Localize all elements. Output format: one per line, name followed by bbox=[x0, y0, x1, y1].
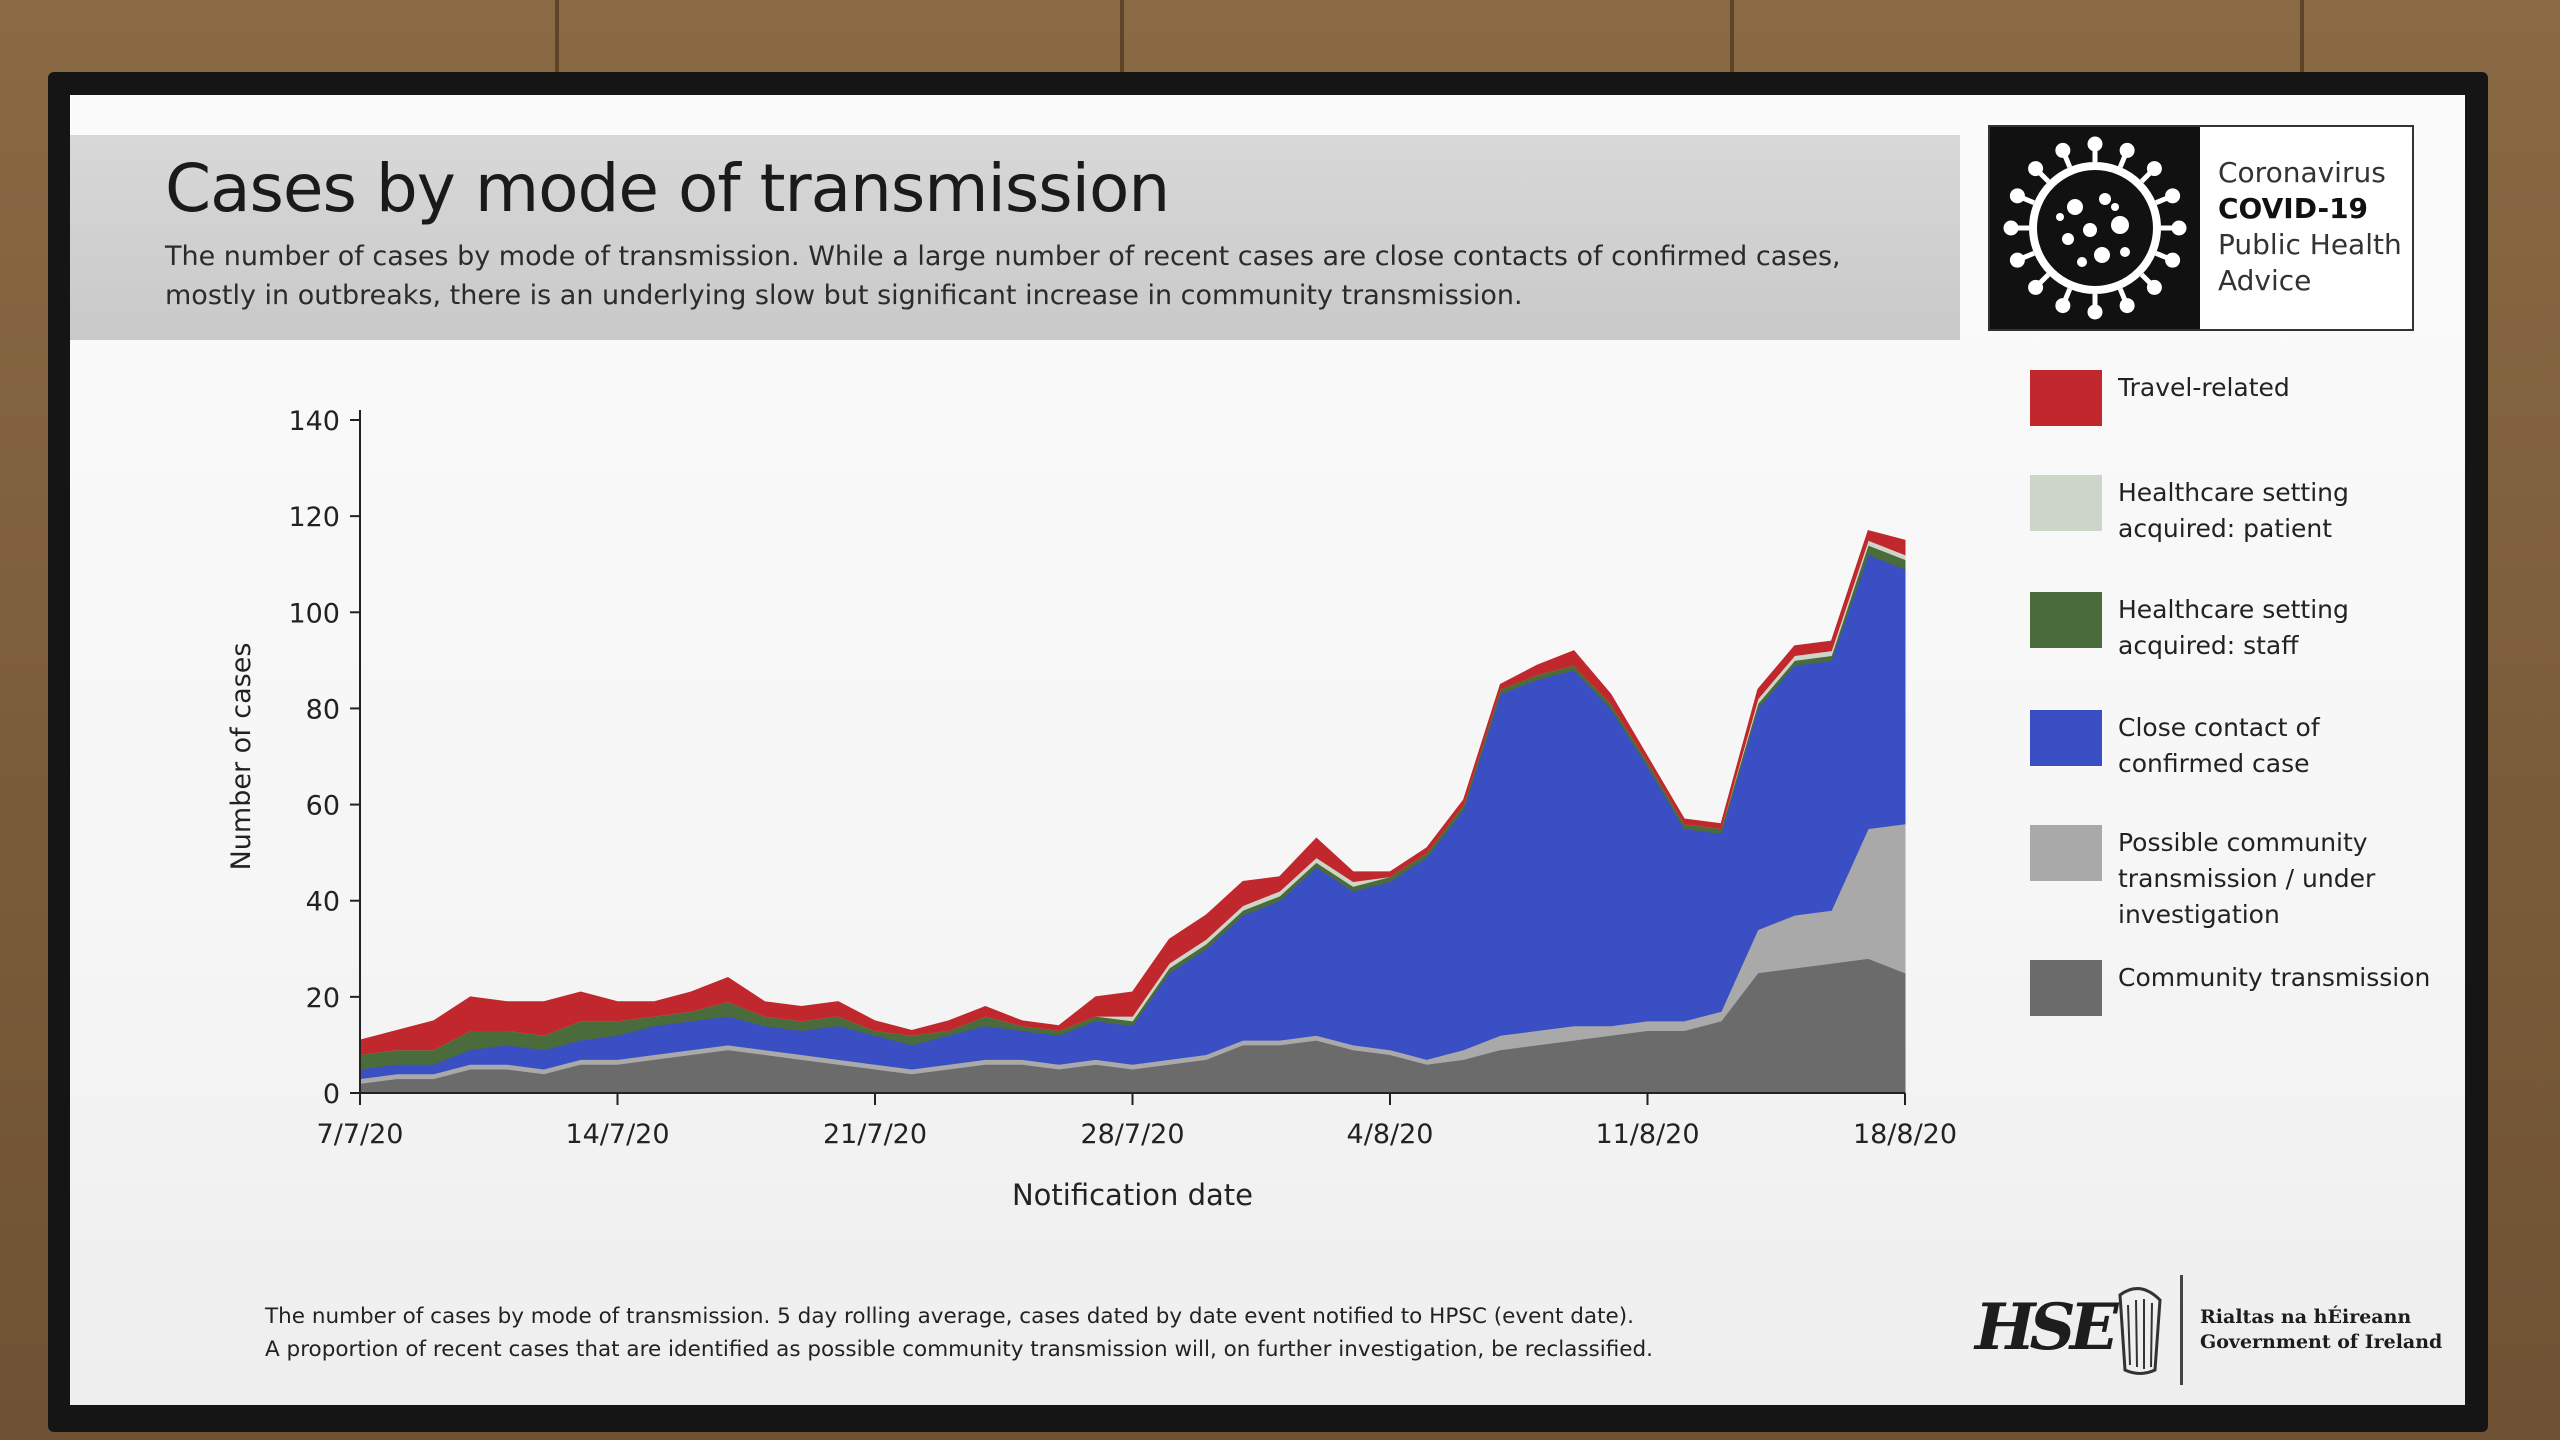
x-tick-label: 18/8/20 bbox=[1853, 1119, 1957, 1150]
footnote: The number of cases by mode of transmiss… bbox=[265, 1300, 1965, 1366]
series-area-travel-related bbox=[359, 529, 1906, 1056]
y-tick-label: 140 bbox=[288, 406, 340, 437]
legend-label: Healthcare setting acquired: patient bbox=[2118, 478, 2349, 543]
x-tick-label: 14/7/20 bbox=[565, 1119, 669, 1150]
legend-swatch bbox=[2030, 825, 2102, 881]
subtitle-line: The number of cases by mode of transmiss… bbox=[165, 241, 1841, 272]
badge-line: Public Health bbox=[2218, 228, 2402, 261]
footnote-line: The number of cases by mode of transmiss… bbox=[265, 1304, 1634, 1329]
legend-label: Close contact of confirmed case bbox=[2118, 713, 2320, 778]
legend-swatch bbox=[2030, 370, 2102, 426]
transmission-area-chart: 0 20 40 60 80 100 120 140 7/7/20 14/7/20 21/7/20 28… bbox=[226, 406, 1957, 1212]
slide-subtitle: The number of cases by mode of transmiss… bbox=[165, 237, 1945, 315]
y-tick-label: 100 bbox=[288, 598, 340, 629]
legend-label: Possible community transmission / under in… bbox=[2118, 828, 2376, 929]
wood-seam bbox=[555, 0, 559, 80]
legend-label: Travel-related bbox=[2118, 373, 2290, 402]
footer-logos: HSE Rialtas na hÉireann Government of Ir… bbox=[1975, 1275, 2445, 1385]
y-tick-label: 80 bbox=[306, 694, 340, 725]
legend-swatch bbox=[2030, 960, 2102, 1016]
y-axis-title: Number of cases bbox=[226, 643, 257, 871]
x-tick-label: 7/7/20 bbox=[317, 1119, 404, 1150]
logo-divider bbox=[2180, 1275, 2183, 1385]
coronavirus-icon bbox=[1990, 127, 2200, 329]
y-tick-label: 60 bbox=[306, 791, 340, 822]
badge-line: Coronavirus bbox=[2218, 156, 2386, 189]
x-tick-label: 11/8/20 bbox=[1595, 1119, 1699, 1150]
footnote-line: A proportion of recent cases that are id… bbox=[265, 1337, 1653, 1362]
y-tick-label: 40 bbox=[306, 887, 340, 918]
gov-name-english: Government of Ireland bbox=[2200, 1331, 2443, 1353]
x-axis-title: Notification date bbox=[1012, 1178, 1253, 1212]
wood-seam bbox=[1730, 0, 1734, 80]
badge-text: Coronavirus COVID-19 Public Health Advic… bbox=[2218, 155, 2402, 299]
government-of-ireland-logo: Rialtas na hÉireann Government of Irelan… bbox=[2200, 1305, 2442, 1355]
wood-seam bbox=[1120, 0, 1124, 80]
badge-covid-label: COVID-19 bbox=[2218, 192, 2369, 225]
y-tick-label: 20 bbox=[306, 983, 340, 1014]
x-tick-label: 28/7/20 bbox=[1080, 1119, 1184, 1150]
header-band bbox=[70, 135, 1960, 340]
x-tick-label: 21/7/20 bbox=[823, 1119, 927, 1150]
legend-swatch bbox=[2030, 710, 2102, 766]
gov-name-irish: Rialtas na hÉireann bbox=[2200, 1306, 2412, 1328]
legend-swatch bbox=[2030, 475, 2102, 531]
coronavirus-icon-svg bbox=[2003, 136, 2187, 320]
legend-label: Healthcare setting acquired: staff bbox=[2118, 595, 2349, 660]
slide-screen: Cases by mode of transmission The number… bbox=[70, 95, 2465, 1405]
legend-label: Community transmission bbox=[2118, 963, 2431, 992]
harp-icon bbox=[2118, 1287, 2162, 1375]
badge-line-bold: COVID-19 bbox=[2218, 191, 2402, 227]
badge-line: Advice bbox=[2218, 264, 2312, 297]
wood-seam bbox=[2300, 0, 2304, 80]
y-tick-label: 120 bbox=[288, 502, 340, 533]
x-tick-label: 4/8/20 bbox=[1347, 1119, 1434, 1150]
slide-title: Cases by mode of transmission bbox=[165, 150, 1170, 227]
covid-badge: Coronavirus COVID-19 Public Health Advic… bbox=[1988, 125, 2414, 331]
hse-logo: HSE bbox=[1975, 1290, 2118, 1365]
legend-swatch bbox=[2030, 592, 2102, 648]
y-tick-label: 0 bbox=[323, 1079, 340, 1110]
subtitle-line: mostly in outbreaks, there is an underly… bbox=[165, 280, 1523, 311]
